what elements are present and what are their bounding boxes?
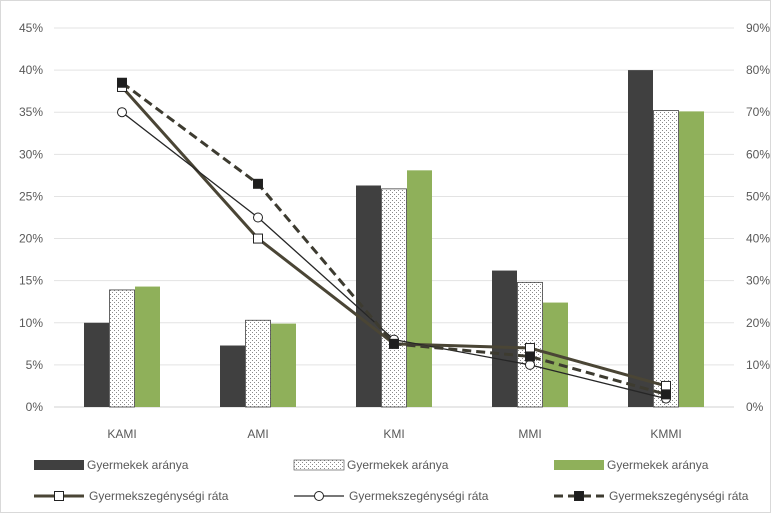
bar-series-1 (220, 345, 245, 407)
left-tick-label: 45% (19, 21, 43, 35)
line-point-3 (117, 77, 127, 88)
legend-label: Gyermekszegénységi ráta (609, 489, 749, 503)
left-tick-label: 5% (26, 358, 44, 372)
bar-series-1 (84, 322, 109, 407)
category-label: KMI (383, 427, 404, 441)
bar-series-2 (653, 110, 679, 408)
legend-swatch-bar-2 (293, 459, 345, 471)
right-tick-label: 40% (746, 232, 770, 246)
legend-swatch-bar-3 (554, 460, 604, 470)
line-point-1 (661, 380, 671, 391)
line-point-3 (389, 338, 399, 349)
bar-series-3 (271, 323, 296, 407)
bar-series-1 (356, 185, 381, 407)
left-tick-label: 10% (19, 316, 43, 330)
right-tick-label: 0% (746, 400, 764, 414)
left-tick-label: 25% (19, 189, 43, 203)
right-tick-label: 70% (746, 105, 770, 119)
bar-series-1 (628, 70, 653, 407)
category-label: MMI (518, 427, 541, 441)
left-tick-label: 40% (19, 63, 43, 77)
line-point-3 (253, 178, 263, 189)
left-tick-label: 0% (26, 400, 44, 414)
line-point-3 (525, 351, 535, 362)
right-tick-label: 80% (746, 63, 770, 77)
category-label: AMI (247, 427, 268, 441)
legend-marker (314, 491, 324, 501)
right-tick-label: 30% (746, 274, 770, 288)
legend-label: Gyermekek aránya (607, 458, 709, 472)
legend-label: Gyermekszegénységi ráta (349, 489, 489, 503)
right-tick-label: 90% (746, 21, 770, 35)
left-tick-label: 35% (19, 105, 43, 119)
bar-series-3 (679, 111, 704, 407)
bar-series-2 (109, 289, 135, 408)
right-tick-label: 20% (746, 316, 770, 330)
left-tick-label: 30% (19, 147, 43, 161)
right-tick-label: 50% (746, 189, 770, 203)
line-point-2 (253, 212, 263, 223)
bar-series-2 (381, 188, 407, 408)
legend-swatch-bar-1 (34, 460, 84, 470)
category-label: KMMI (650, 427, 681, 441)
legend-label: Gyermekek aránya (347, 458, 449, 472)
line-point-1 (525, 343, 535, 354)
bar-series-3 (407, 170, 432, 407)
line-point-2 (117, 107, 127, 118)
line-point-1 (253, 233, 263, 244)
legend-marker (54, 491, 64, 501)
line-point-2 (525, 359, 535, 370)
right-tick-label: 10% (746, 358, 770, 372)
category-label: KAMI (107, 427, 136, 441)
legend-marker (574, 491, 584, 501)
left-tick-label: 15% (19, 274, 43, 288)
legend-label: Gyermekek aránya (87, 458, 189, 472)
bar-series-2 (245, 319, 271, 408)
legend-label: Gyermekszegénységi ráta (89, 489, 229, 503)
left-tick-label: 20% (19, 232, 43, 246)
line-point-3 (661, 389, 671, 400)
bar-series-1 (492, 270, 517, 407)
right-tick-label: 60% (746, 147, 770, 161)
bar-series-3 (135, 286, 160, 407)
